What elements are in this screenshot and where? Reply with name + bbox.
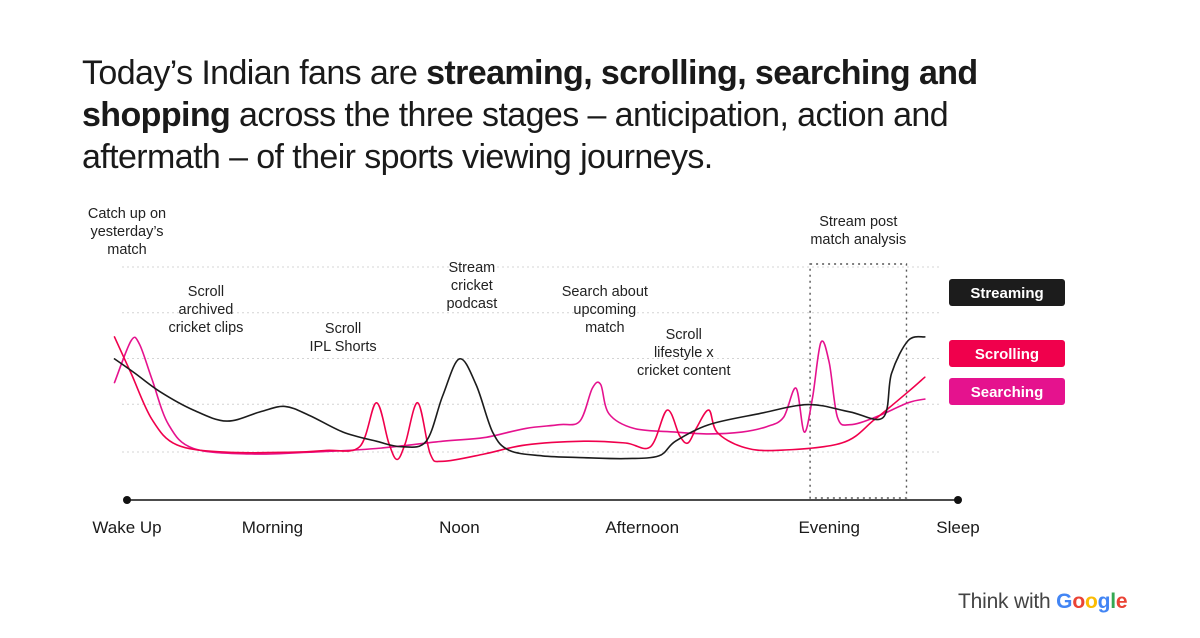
legend-swatch	[949, 340, 1065, 367]
x-axis-ticks: Wake Up Morning Noon Afternoon Evening Sleep	[92, 496, 980, 537]
legend-swatch	[949, 378, 1065, 405]
legend-swatch	[949, 279, 1065, 306]
legend-item-streaming: Streaming	[949, 279, 1065, 306]
axis-end-dot	[954, 496, 962, 504]
x-tick-label: Evening	[798, 518, 859, 537]
brand-think-with: Think with	[958, 590, 1057, 613]
annotation: Scroll lifestyle x cricket content	[637, 327, 731, 379]
x-tick-label: Sleep	[936, 518, 979, 537]
annotation: Stream cricket podcast	[446, 260, 497, 312]
x-tick-label: Morning	[242, 518, 303, 537]
brand-google: Google	[1056, 590, 1128, 613]
x-tick-label: Wake Up	[92, 518, 161, 537]
series-line-streaming	[113, 335, 926, 460]
annotation: Scroll archived cricket clips	[168, 284, 243, 336]
headline-text-1: Today’s Indian fans are	[82, 54, 427, 92]
series-lines	[113, 335, 926, 463]
x-tick-label: Noon	[439, 518, 480, 537]
axis-end-dot	[123, 496, 131, 504]
series-line-scrolling	[113, 336, 926, 463]
legend-item-scrolling: Scrolling	[949, 340, 1065, 367]
think-with-google-logo: Think with Google	[958, 590, 1128, 614]
headline-text-2: across the three stages – anticipation, …	[82, 96, 949, 176]
annotation: Catch up on yesterday’s match	[88, 206, 166, 258]
headline-bold: streaming, scrolling, searching and shop…	[82, 54, 978, 134]
annotation: Scroll IPL Shorts	[309, 321, 376, 355]
series-line-searching	[113, 336, 926, 455]
legend-item-searching: Searching	[949, 378, 1065, 405]
legend-label: Scrolling	[975, 346, 1039, 363]
annotation: Search about upcoming match	[562, 284, 648, 336]
evening-highlight-box	[809, 263, 908, 499]
legend: Streaming Scrolling Searching	[949, 279, 1065, 405]
x-tick-label: Afternoon	[605, 518, 679, 537]
annotation: Stream post match analysis	[810, 214, 906, 248]
legend-label: Searching	[971, 384, 1044, 401]
headline: Today’s Indian fans are streaming, scrol…	[82, 52, 982, 178]
legend-label: Streaming	[970, 285, 1043, 302]
